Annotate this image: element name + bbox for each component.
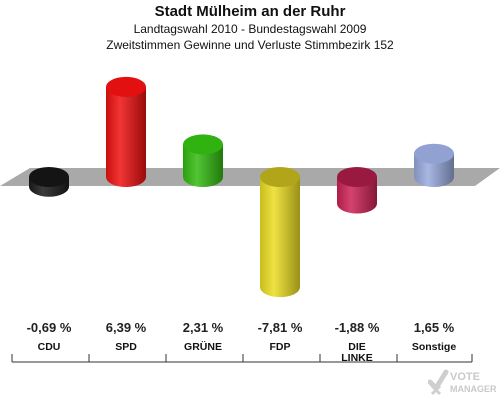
watermark-line1: VOTE — [450, 371, 480, 383]
bar-cap-5 — [337, 167, 377, 187]
watermark-line2: MANAGER — [450, 384, 497, 394]
bar-cap-4 — [260, 167, 300, 187]
chart-subtitle-description: Zweitstimmen Gewinne und Verluste Stimmb… — [106, 38, 394, 52]
chart-title: Stadt Mülheim an der Ruhr — [154, 3, 346, 20]
bar-body-4 — [260, 177, 300, 298]
value-label-1: -0,69 % — [27, 320, 72, 335]
bar-body-5 — [337, 177, 377, 214]
category-label-3: GRÜNE — [184, 340, 222, 353]
category-label-4: FDP — [270, 341, 291, 353]
bar-cap-2 — [106, 76, 146, 97]
value-label-4: -7,81 % — [258, 320, 303, 335]
bar-6 — [414, 143, 454, 187]
bars-group — [29, 76, 454, 298]
bar-4 — [260, 167, 300, 298]
category-label-2: SPD — [115, 341, 137, 353]
value-label-6: 1,65 % — [414, 320, 455, 335]
bar-1 — [29, 167, 69, 197]
bar-body-3 — [183, 144, 223, 187]
bar-5 — [337, 167, 377, 214]
value-label-5: -1,88 % — [335, 320, 380, 335]
category-label-1: CDU — [38, 341, 61, 353]
category-label-5-1: DIE — [348, 341, 366, 353]
votemanager-logo: VOTE MANAGER — [428, 369, 497, 396]
bar-3 — [183, 134, 223, 187]
bar-cap-3 — [183, 134, 223, 155]
value-label-2: 6,39 % — [106, 320, 147, 335]
bar-cap-6 — [414, 143, 454, 164]
category-label-5-2: LINKE — [341, 352, 373, 364]
category-label-6: Sonstige — [412, 341, 456, 353]
bar-cap-1 — [29, 167, 69, 187]
checkmark-icon — [428, 369, 449, 396]
value-labels-group: -0,69 % 6,39 % 2,31 % -7,81 % -1,88 % 1,65 % — [27, 320, 455, 335]
chart-subtitle-election: Landtagswahl 2010 - Bundestagswahl 2009 — [133, 22, 367, 36]
bar-2 — [106, 76, 146, 187]
bar-body-2 — [106, 86, 146, 187]
value-label-3: 2,31 % — [183, 320, 224, 335]
